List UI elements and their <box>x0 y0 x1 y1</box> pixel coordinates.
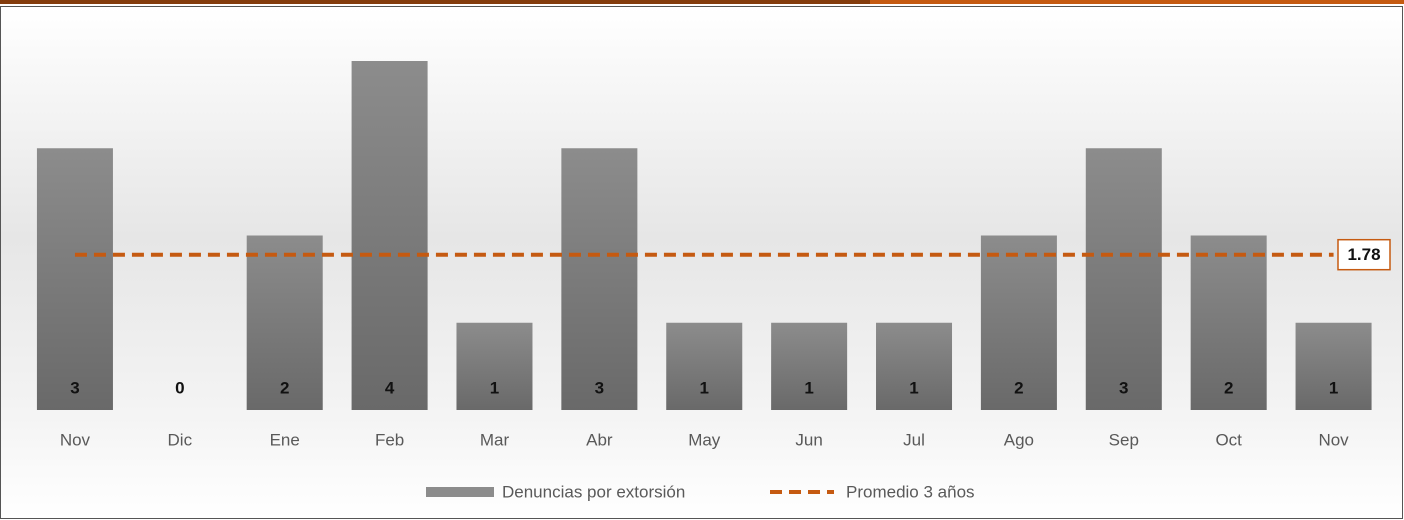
x-tick-label: Sep <box>1109 430 1139 449</box>
legend-label: Promedio 3 años <box>846 482 975 501</box>
bar-shade <box>351 61 428 410</box>
x-tick-label: Nov <box>60 430 91 449</box>
x-tick-label: Ago <box>1004 430 1034 449</box>
legend-swatch <box>426 487 494 497</box>
x-tick-label: Mar <box>480 430 510 449</box>
x-tick-label: Feb <box>375 430 404 449</box>
x-tick-label: May <box>688 430 721 449</box>
data-label: 3 <box>70 378 79 397</box>
data-label: 4 <box>385 378 395 397</box>
bar-shade <box>876 322 953 410</box>
top-band <box>870 0 1404 4</box>
x-tick-label: Jun <box>795 430 822 449</box>
bar-shade <box>36 148 113 410</box>
x-tick-label: Jul <box>903 430 925 449</box>
bar-shade <box>771 322 848 410</box>
average-label-box <box>1337 238 1391 271</box>
legend-label: Denuncias por extorsión <box>502 482 685 501</box>
data-label: 2 <box>1014 378 1023 397</box>
bar-shade <box>666 322 743 410</box>
data-label: 1 <box>1329 378 1338 397</box>
x-tick-label: Abr <box>586 430 613 449</box>
data-label: 1 <box>700 378 709 397</box>
bar-shade <box>1295 322 1372 410</box>
x-tick-label: Nov <box>1318 430 1349 449</box>
data-label: 2 <box>1224 378 1233 397</box>
data-label: 1 <box>490 378 499 397</box>
data-label: 3 <box>595 378 604 397</box>
data-label: 2 <box>280 378 289 397</box>
bar-shade <box>980 235 1057 410</box>
bar-shade <box>456 322 533 410</box>
data-label: 1 <box>909 378 918 397</box>
bar-shade <box>1085 148 1162 410</box>
x-tick-label: Ene <box>270 430 300 449</box>
data-label: 0 <box>175 378 184 397</box>
x-tick-label: Dic <box>168 430 193 449</box>
data-label: 1 <box>804 378 813 397</box>
bar-shade <box>561 148 638 410</box>
bar-shade <box>1190 235 1267 410</box>
bar-shade <box>246 235 323 410</box>
x-tick-label: Oct <box>1215 430 1242 449</box>
average-label: 1.78 <box>1347 245 1380 264</box>
data-label: 3 <box>1119 378 1128 397</box>
frame <box>0 6 1403 519</box>
top-band <box>0 0 870 4</box>
